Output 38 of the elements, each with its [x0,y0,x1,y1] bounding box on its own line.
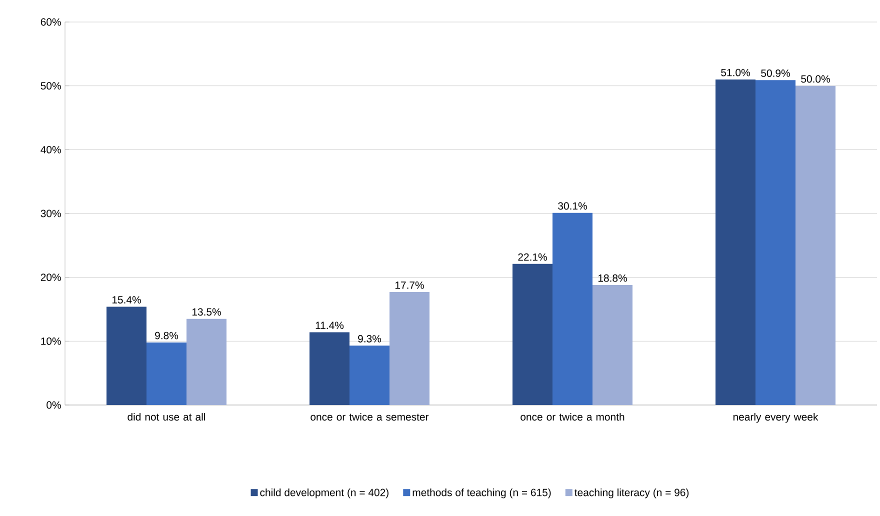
y-tick-label: 60% [40,18,61,26]
bar [512,264,553,405]
data-label: 11.4% [316,322,344,330]
bar [146,342,186,405]
data-label: 15.4% [112,296,141,304]
data-label: 50.0% [801,75,830,83]
bar [592,284,633,405]
data-label: 9.8% [155,332,178,340]
y-tick-label: 10% [41,337,61,345]
x-tick-label: nearly every week [733,412,818,423]
x-tick-label: did not use at all [128,412,206,421]
bar [796,86,836,405]
data-label: 13.5% [192,308,221,316]
legend-label: methods of teaching (n = 615) [412,488,551,498]
data-label: 9.3% [358,335,382,342]
y-tick-label: 40% [40,146,61,154]
y-tick-label: 0% [46,401,61,409]
y-tick-label: 50% [40,82,61,90]
data-label: 51.0% [721,68,750,76]
x-tick-label: once or twice a semester [310,412,429,421]
legend-label: teaching literacy (n = 96) [574,488,689,498]
data-label: 30.1% [558,202,587,210]
bar [310,332,350,405]
data-label: 50.9% [761,69,790,77]
bar [552,212,593,405]
bar [186,318,226,405]
bar [716,79,756,405]
bar [106,306,146,405]
y-tick-label: 20% [40,274,61,282]
bar [756,80,796,405]
data-label: 22.1% [518,253,547,261]
legend-label: child development (n = 402) [260,488,388,498]
bar [350,346,390,405]
bar [390,292,430,405]
y-tick-label: 30% [40,210,61,218]
data-label: 17.7% [395,282,424,289]
x-tick-label: once or twice a month [520,412,624,421]
data-label: 18.8% [598,274,627,282]
